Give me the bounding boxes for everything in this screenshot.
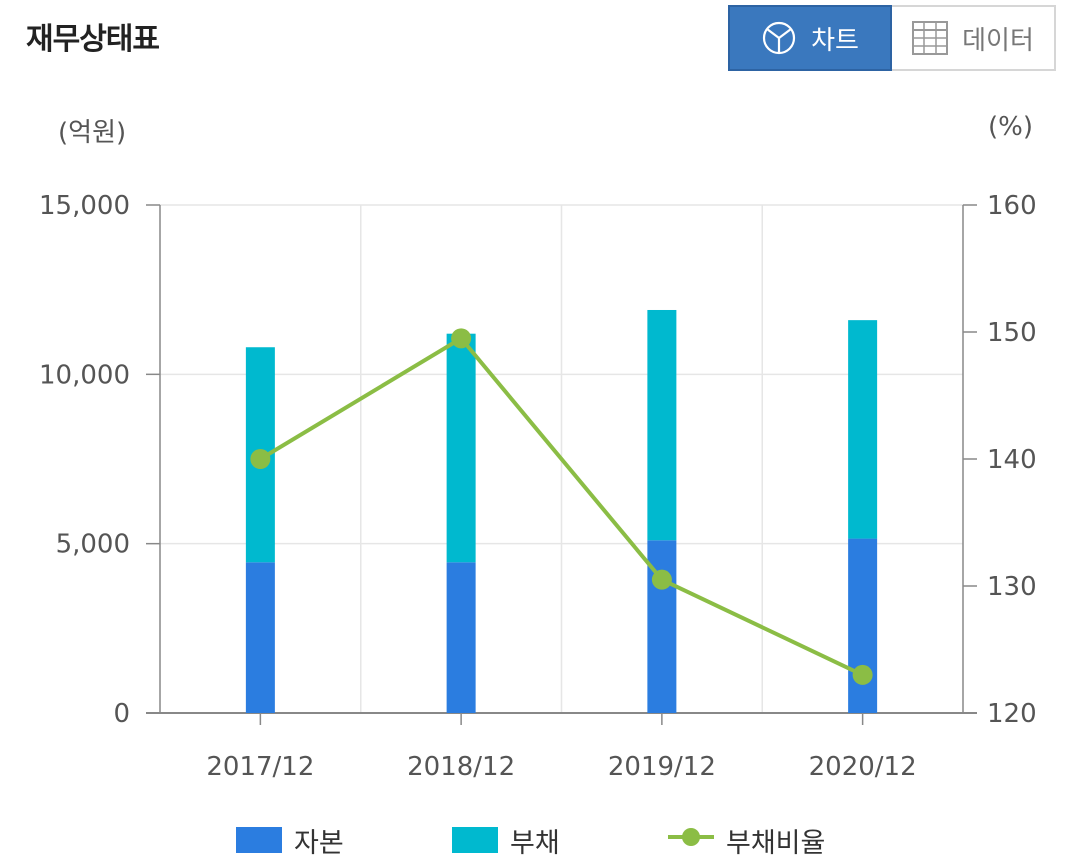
view-toggle: 차트 데이터: [728, 5, 1056, 71]
data-view-label: 데이터: [962, 25, 1034, 56]
x-tick-label-0: 2017/12: [206, 752, 314, 782]
debt-ratio-point-1: [451, 328, 472, 349]
bar-equity-3: [848, 538, 878, 713]
legend-label-debt-ratio: 부채비율: [726, 827, 826, 859]
page-title: 재무상태표: [26, 22, 160, 57]
debt-ratio-point-3: [852, 664, 873, 685]
debt-ratio-point-0: [250, 449, 271, 469]
data-view-button[interactable]: 데이터: [892, 5, 1056, 71]
legend-item-debt-ratio[interactable]: 부채비율: [668, 818, 825, 862]
pie-chart-icon: [761, 20, 797, 56]
debt-ratio-line: [259, 336, 864, 677]
x-tick-label-3: 2020/12: [809, 752, 917, 782]
bar-equity-0: [245, 562, 275, 713]
left-tick-label-1: 5,000: [56, 530, 130, 560]
right-tick-label-1: 130: [987, 572, 1037, 602]
right-tick-label-3: 150: [987, 318, 1037, 348]
right-tick-label-0: 120: [987, 699, 1037, 729]
chart-view-button[interactable]: 차트: [728, 5, 892, 71]
bar-debt-2: [647, 309, 677, 541]
table-grid-icon: [912, 21, 949, 55]
chart-view-label: 차트: [811, 25, 859, 56]
legend-item-equity[interactable]: 자본: [236, 818, 344, 862]
x-tick-label-2: 2019/12: [608, 752, 716, 782]
bar-debt-1: [446, 333, 476, 563]
legend-label-debt: 부채: [510, 827, 560, 859]
legend-swatch-debt: [452, 827, 498, 853]
debt-ratio-point-2: [651, 569, 672, 590]
bar-debt-3: [848, 320, 878, 539]
legend-swatch-debt-ratio: [668, 824, 714, 857]
left-axis-unit: (억원): [58, 118, 127, 148]
legend-item-debt[interactable]: 부채: [452, 818, 560, 862]
left-tick-label-3: 15,000: [39, 191, 130, 221]
legend-label-equity: 자본: [294, 827, 344, 859]
left-tick-label-2: 10,000: [39, 360, 130, 390]
left-tick-label-0: 0: [113, 699, 130, 729]
right-tick-label-2: 140: [987, 445, 1037, 475]
chart-legend: 자본 부채 부채비율: [0, 818, 1080, 862]
x-tick-label-1: 2018/12: [407, 752, 515, 782]
legend-swatch-equity: [236, 827, 282, 853]
right-tick-label-4: 160: [987, 191, 1037, 221]
bar-equity-1: [446, 562, 476, 713]
right-axis-unit: (%): [988, 112, 1033, 142]
